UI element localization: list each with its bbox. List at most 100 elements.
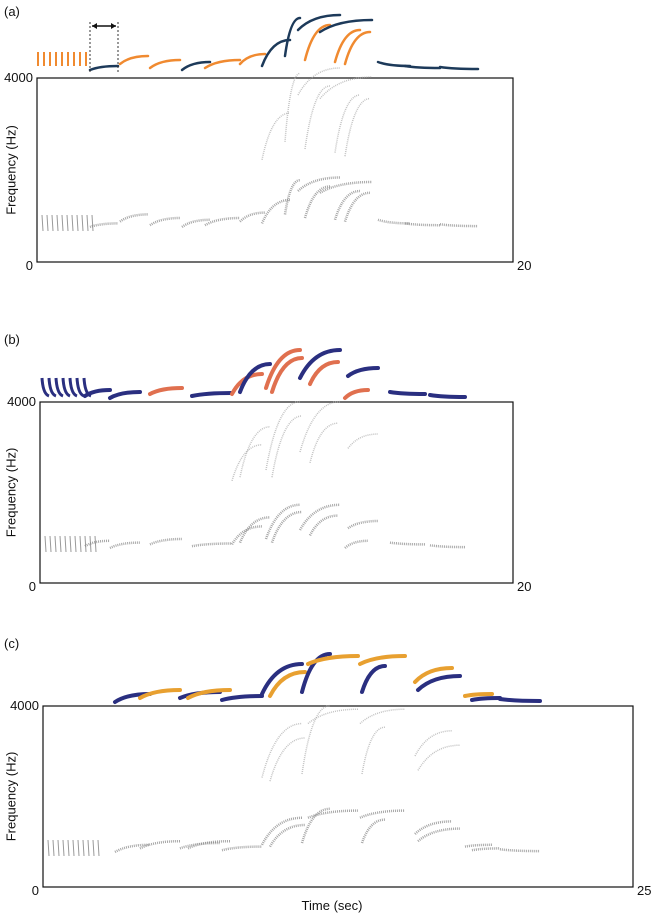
trace-tick [47, 377, 57, 398]
spectro-stroke [298, 503, 341, 531]
spectro-stroke [74, 535, 77, 553]
spectro-stroke [414, 820, 453, 835]
spectro-stroke [64, 535, 67, 553]
pitch-trace [83, 388, 112, 398]
y-axis-label: Frequency (Hz) [3, 752, 18, 842]
spectro-harmonic [271, 415, 303, 478]
pitch-trace [138, 688, 182, 700]
panel-label: (c) [4, 636, 19, 651]
spectro-stroke [377, 218, 411, 225]
arrow-head [92, 23, 116, 29]
spectro-stroke [54, 535, 57, 553]
y-min-label: 0 [26, 258, 33, 273]
y-max-label: 4000 [4, 70, 33, 85]
pitch-trace [186, 688, 232, 700]
spectro-stroke [84, 535, 87, 553]
spectro-stroke [51, 214, 54, 232]
spectrogram [42, 705, 634, 888]
spectro-stroke [297, 176, 341, 192]
panel: (b) 4000 0 20 Frequency (Hz) [3, 332, 531, 594]
x-max-label: 20 [517, 258, 531, 273]
spectro-stroke [66, 214, 69, 232]
spectro-stroke [91, 214, 94, 232]
pitch-trace [148, 386, 184, 396]
y-axis-label: Frequency (Hz) [3, 125, 18, 215]
spectro-harmonic [239, 426, 271, 478]
pitch-trace [470, 696, 502, 702]
spectro-stroke [92, 839, 95, 857]
spectro-stroke [87, 839, 90, 857]
pitch-trace [346, 366, 380, 378]
trace-tick [54, 377, 64, 398]
spectro-stroke [139, 839, 181, 850]
spectro-stroke [260, 816, 303, 846]
spectro-stroke [89, 222, 119, 229]
spectro-stroke [389, 541, 426, 546]
spectro-harmonic [334, 94, 361, 153]
pitch-trace [403, 64, 442, 70]
pitch-trace [220, 694, 264, 702]
pitch-trace [296, 13, 342, 32]
spectro-harmonic [265, 400, 301, 471]
spectro-stroke [47, 839, 50, 857]
y-axis-label: Frequency (Hz) [3, 448, 18, 538]
panel: (c) 4000 0 25 Frequency (Hz) [3, 636, 651, 898]
spectro-stroke [114, 843, 151, 854]
spectro-stroke [268, 823, 306, 848]
spectro-stroke [417, 827, 461, 843]
spectro-stroke [270, 510, 303, 544]
spectro-stroke [46, 214, 49, 232]
spectro-stroke [49, 535, 52, 553]
spectro-stroke [69, 535, 72, 553]
spectro-harmonic [297, 67, 341, 96]
spectro-stroke [333, 189, 361, 221]
pitch-trace [388, 390, 427, 396]
spectro-stroke [62, 839, 65, 857]
spectro-stroke [439, 223, 479, 228]
spectro-stroke [239, 211, 266, 223]
spectro-harmonic [361, 726, 386, 775]
trace-tick [82, 377, 92, 398]
spectro-stroke [72, 839, 75, 857]
pitch-trace [416, 674, 462, 692]
spectro-stroke [499, 848, 541, 853]
panel-label: (b) [4, 332, 20, 347]
spectro-stroke [343, 191, 371, 222]
pitch-trace [498, 697, 542, 703]
y-min-label: 0 [32, 883, 39, 898]
spectro-stroke [429, 544, 466, 549]
y-min-label: 0 [29, 579, 36, 594]
spectro-stroke [464, 843, 493, 848]
spectro-harmonic [231, 444, 263, 482]
pitch-trace [438, 65, 480, 71]
pitch-trace [148, 58, 182, 70]
spectro-stroke [187, 839, 231, 850]
spectro-harmonic [319, 76, 373, 100]
pitch-trace [238, 362, 272, 394]
y-max-label: 4000 [7, 394, 36, 409]
spectro-stroke [97, 839, 100, 857]
pitch-trace [118, 54, 150, 66]
pitch-trace [306, 654, 360, 666]
spectro-stroke [360, 818, 386, 844]
pitch-trace [203, 58, 242, 70]
spectro-harmonic [261, 722, 303, 778]
x-axis-label: Time (sec) [302, 898, 363, 913]
spectro-harmonic [269, 737, 306, 782]
spectro-stroke [344, 539, 369, 549]
spectro-stroke [44, 535, 47, 553]
pitch-trace [88, 64, 120, 72]
spectro-stroke [61, 214, 64, 232]
pitch-trace [428, 393, 467, 399]
pitch-trace [270, 356, 304, 394]
pitch-trace [308, 360, 340, 386]
spectro-harmonic [344, 97, 371, 157]
trace-tick [40, 377, 50, 398]
spectro-stroke [319, 180, 373, 194]
spectro-stroke [52, 839, 55, 857]
spectro-stroke [283, 178, 301, 215]
x-max-label: 20 [517, 579, 531, 594]
spectro-harmonic [299, 400, 341, 453]
spectro-stroke [56, 214, 59, 232]
